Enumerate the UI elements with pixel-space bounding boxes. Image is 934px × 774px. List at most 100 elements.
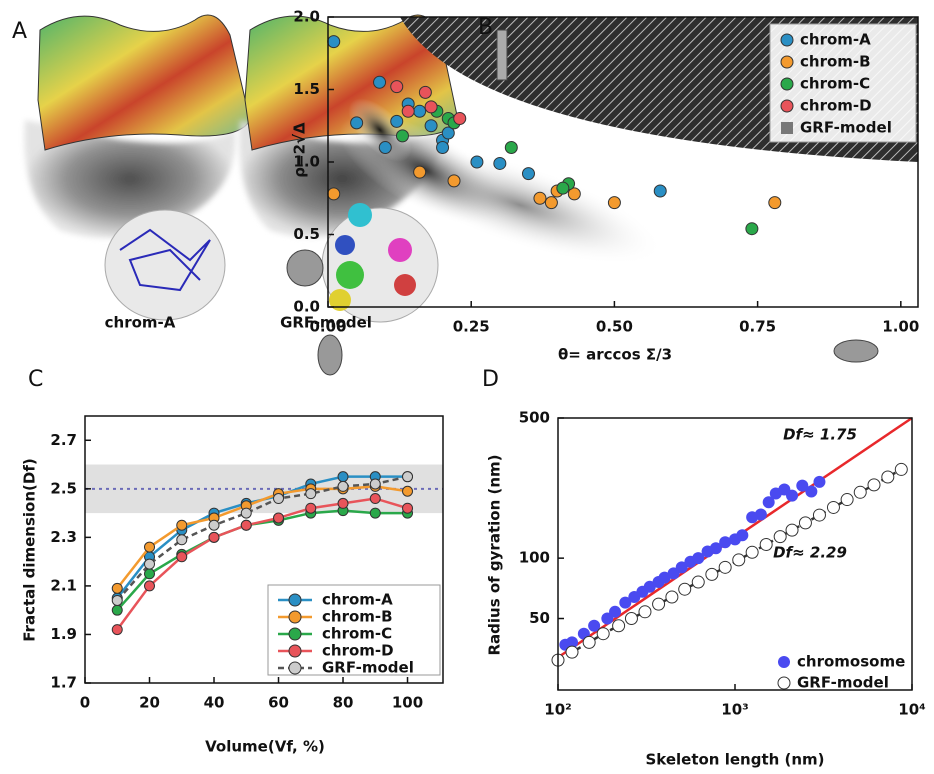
x-tick-label: 20 [139, 694, 160, 712]
data-point [619, 596, 632, 609]
y-tick-label: 1.0 [293, 153, 320, 171]
x-tick-label: 0.50 [596, 318, 633, 336]
data-point [582, 635, 596, 649]
x-tick-label: 60 [268, 694, 289, 712]
data-point [369, 478, 381, 490]
data-point [413, 104, 427, 118]
legend-marker [288, 644, 302, 658]
y-tick-label: 2.7 [50, 431, 77, 449]
series-line [116, 497, 408, 631]
x-axis-label: Skeleton length (nm) [645, 751, 824, 769]
data-point [337, 471, 349, 483]
data-point [881, 470, 895, 484]
panel-label: C [28, 367, 43, 392]
x-tick-label: 10² [544, 701, 571, 719]
x-tick-label: 0.00 [309, 318, 346, 336]
x-tick-label: 0.25 [453, 318, 490, 336]
data-point [736, 529, 749, 542]
legend-label: chrom-D [800, 97, 872, 115]
data-point [894, 462, 908, 476]
legend-marker [781, 122, 793, 134]
data-point [402, 485, 414, 497]
annotation: Df≈ 2.29 [773, 544, 847, 562]
data-point [402, 502, 414, 514]
data-point [773, 530, 787, 544]
data-point [658, 571, 671, 584]
data-point [796, 479, 809, 492]
data-point [305, 502, 317, 514]
caption: GRF-model [280, 314, 372, 332]
shape-icons [286, 29, 879, 376]
legend-label: chrom-B [800, 53, 871, 71]
y-axis-label: Radius of gyration (nm) [486, 454, 504, 655]
y-tick-label: 0.5 [293, 225, 320, 243]
data-point [719, 536, 732, 549]
data-point [768, 196, 782, 210]
data-point [111, 604, 123, 616]
data-point [413, 165, 427, 179]
data-point [176, 519, 188, 531]
data-point [566, 636, 579, 649]
data-point [567, 187, 581, 201]
data-point [390, 114, 404, 128]
data-point [327, 35, 341, 49]
data-point [709, 542, 722, 555]
legend-marker [288, 593, 302, 607]
x-tick-label: 1.00 [882, 318, 919, 336]
data-point [369, 493, 381, 505]
data-point [805, 485, 818, 498]
data-point [447, 174, 461, 188]
y-tick-label: 1.5 [293, 80, 320, 98]
x-tick-label: 80 [333, 694, 354, 712]
legend-label: chrom-B [322, 608, 393, 626]
data-point [144, 580, 156, 592]
data-point [612, 619, 626, 633]
y-tick-label: 50 [529, 609, 550, 627]
data-point [418, 85, 432, 99]
data-point [762, 496, 775, 509]
data-point [665, 590, 679, 604]
data-point [653, 184, 667, 198]
data-point [273, 493, 285, 505]
legend-label: GRF-model [322, 659, 414, 677]
data-point [853, 485, 867, 499]
series-line [116, 485, 408, 590]
data-point [273, 512, 285, 524]
panel-label: A [12, 19, 27, 44]
y-tick-label: 100 [519, 549, 550, 567]
data-point [144, 558, 156, 570]
data-point [240, 507, 252, 519]
legend-label: chromosome [797, 653, 905, 671]
plot-frame [84, 415, 444, 684]
panel-label: B [478, 15, 493, 40]
data-point [390, 80, 404, 94]
data-point [402, 471, 414, 483]
data-point [111, 624, 123, 636]
y-tick-label: 1.7 [50, 674, 77, 692]
annotation: Df≈ 1.75 [783, 426, 857, 444]
data-point [401, 104, 415, 118]
data-point [240, 519, 252, 531]
data-point [144, 568, 156, 580]
y-tick-label: 0.0 [293, 298, 320, 316]
data-point [441, 126, 455, 140]
x-axis-label: Volume(Vf, %) [205, 738, 325, 756]
legend-marker [780, 33, 794, 47]
x-tick-label: 40 [204, 694, 225, 712]
panel-label: D [482, 367, 499, 392]
data-point [111, 594, 123, 606]
legend-box [769, 23, 917, 143]
data-point [826, 500, 840, 514]
data-point [453, 112, 467, 125]
data-point [144, 541, 156, 553]
data-point [652, 597, 666, 611]
legend-marker [288, 610, 302, 624]
x-tick-label: 100 [392, 694, 423, 712]
data-point [596, 627, 610, 641]
data-point [840, 493, 854, 507]
data-point [305, 488, 317, 500]
data-point [759, 537, 773, 551]
legend-marker [288, 661, 302, 675]
data-point [812, 508, 826, 522]
